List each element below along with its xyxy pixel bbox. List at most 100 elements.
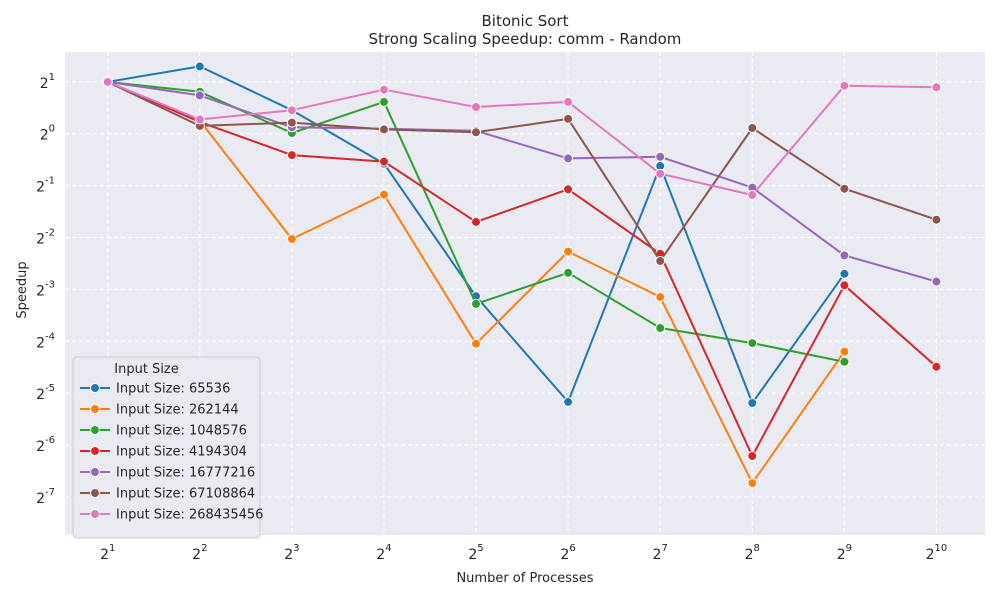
data-point — [563, 96, 574, 107]
series-line — [107, 80, 937, 196]
x-tick-label: 21 — [100, 543, 115, 563]
data-point — [379, 84, 389, 95]
x-tick-label: 28 — [745, 543, 760, 563]
x-tick-label: 23 — [284, 543, 299, 563]
data-point — [379, 156, 389, 167]
series-line — [107, 80, 937, 262]
series-line — [107, 80, 938, 457]
data-point — [563, 184, 574, 195]
data-point — [194, 90, 205, 101]
data-point — [747, 451, 758, 461]
y-tick-label: 2-2 — [36, 228, 55, 248]
data-point — [839, 183, 850, 194]
data-point — [655, 168, 666, 179]
legend-label: Input Size: 16777216 — [116, 466, 255, 481]
legend-swatch-marker — [90, 404, 100, 414]
legend-label: Input Size: 262144 — [116, 403, 239, 418]
legend-box — [72, 356, 261, 539]
legend-label: Input Size: 4194304 — [116, 445, 247, 460]
data-point — [286, 234, 297, 244]
data-point — [563, 246, 574, 257]
legend-item: Input Size: 16777216 — [80, 466, 255, 481]
data-point — [655, 292, 666, 302]
x-tick-label: 29 — [837, 543, 852, 563]
data-point — [747, 123, 758, 133]
y-tick-label: 2-5 — [36, 383, 55, 403]
series-6 — [102, 76, 942, 266]
data-point — [839, 80, 850, 91]
y-tick-label: 2-7 — [36, 487, 55, 507]
data-point — [747, 398, 758, 408]
data-point — [194, 61, 205, 72]
data-point — [379, 96, 389, 107]
data-point — [931, 276, 942, 287]
legend-swatch-marker — [90, 467, 100, 477]
data-point — [471, 216, 481, 227]
x-axis-ticks: 21 22 23 24 25 26 27 28 29 210 — [100, 543, 947, 563]
legend-item: Input Size: 262144 — [80, 403, 239, 418]
data-point — [931, 82, 942, 93]
series-line — [107, 80, 937, 283]
data-point — [194, 114, 205, 125]
legend: Input Size Input Size: 65536 Input Size: … — [72, 356, 263, 539]
y-axis-ticks: 21 20 2-1 2-2 2-3 2-4 2-5 2-6 2-7 — [36, 72, 55, 507]
legend-item: Input Size: 1048576 — [80, 424, 247, 439]
legend-item: Input Size: 268435456 — [80, 508, 263, 523]
legend-swatch-marker — [90, 509, 100, 519]
data-point — [655, 151, 666, 162]
data-point — [655, 255, 666, 266]
data-point — [379, 124, 389, 135]
y-tick-label: 2-4 — [36, 331, 55, 351]
legend-label: Input Size: 65536 — [116, 382, 230, 397]
series-7 — [102, 76, 942, 200]
data-point — [471, 298, 481, 309]
legend-swatch-marker — [90, 425, 100, 435]
data-point — [379, 189, 389, 200]
y-tick-label: 21 — [40, 72, 55, 92]
legend-title: Input Size — [114, 362, 178, 377]
data-point — [747, 338, 758, 349]
data-point — [286, 117, 297, 128]
legend-label: Input Size: 268435456 — [116, 508, 263, 523]
data-point — [563, 396, 574, 407]
data-point — [839, 250, 850, 261]
data-point — [747, 478, 758, 489]
legend-swatch-marker — [90, 383, 100, 393]
data-point — [471, 127, 481, 138]
data-point — [839, 268, 850, 279]
x-tick-label: 25 — [468, 543, 483, 563]
legend-item: Input Size: 65536 — [80, 382, 230, 397]
x-tick-label: 24 — [376, 543, 391, 563]
y-tick-label: 2-1 — [36, 176, 55, 196]
y-axis-label: Speedup — [15, 261, 30, 318]
data-point — [563, 267, 574, 278]
data-point — [471, 338, 481, 349]
legend-item: Input Size: 67108864 — [80, 487, 255, 502]
data-point — [286, 105, 297, 116]
data-point — [839, 346, 850, 357]
legend-swatch-marker — [90, 446, 100, 456]
chart-title: Bitonic Sort — [482, 12, 569, 30]
data-point — [839, 356, 850, 367]
data-point — [563, 153, 574, 164]
data-point — [286, 150, 297, 161]
legend-swatch-marker — [90, 488, 100, 498]
data-point — [747, 190, 758, 200]
chart-subtitle: Strong Scaling Speedup: comm - Random — [369, 30, 682, 48]
data-point — [471, 102, 481, 112]
data-point — [102, 76, 113, 87]
legend-label: Input Size: 67108864 — [116, 487, 255, 502]
data-point — [655, 323, 666, 333]
y-tick-label: 2-3 — [36, 279, 55, 299]
data-point — [931, 214, 942, 225]
series-layer — [102, 61, 942, 489]
legend-label: Input Size: 1048576 — [116, 424, 247, 439]
x-axis-label: Number of Processes — [456, 571, 593, 586]
x-tick-label: 22 — [192, 543, 207, 563]
x-tick-label: 27 — [653, 543, 668, 563]
y-tick-label: 20 — [40, 124, 55, 144]
data-point — [931, 361, 942, 372]
data-point — [563, 113, 574, 124]
